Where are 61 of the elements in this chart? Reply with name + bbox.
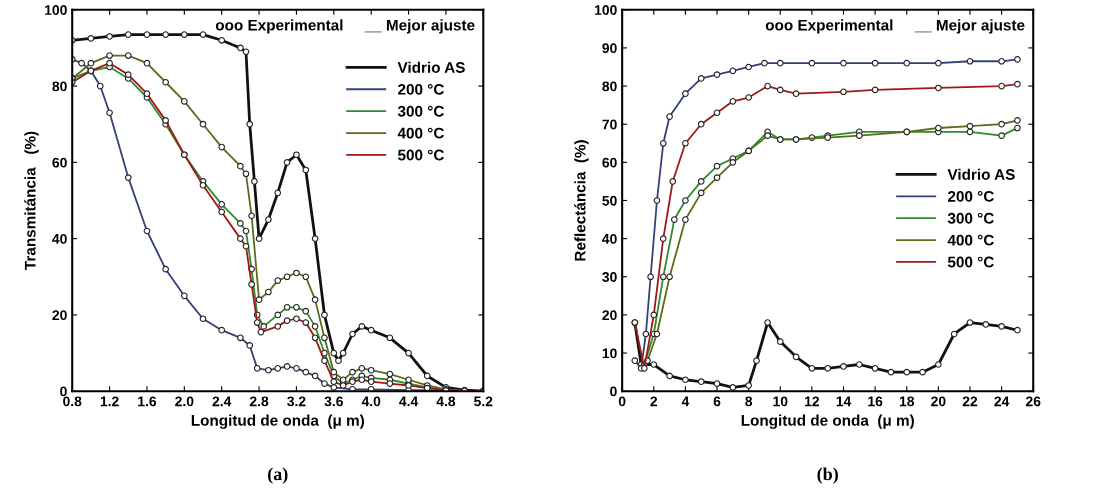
- legend-label: 300 °C: [397, 105, 444, 117]
- x-tick-label: 0: [618, 396, 626, 407]
- text: (a): [268, 467, 288, 484]
- legend-label: 500 °C: [397, 149, 444, 161]
- y-tick-label: 100: [595, 5, 617, 15]
- legend-label: Vidrio AS: [947, 168, 1015, 180]
- y-tick-label: 30: [602, 272, 617, 282]
- x-tick-label: 16: [868, 396, 883, 407]
- y-tick-label: 100: [45, 5, 67, 15]
- y-tick-label: 80: [602, 81, 617, 92]
- x-tick-label: 24: [994, 396, 1010, 407]
- x-tick-label: 0.8: [63, 396, 82, 407]
- x-tick-label: 4.0: [361, 396, 381, 407]
- x-tick-label: 20: [931, 396, 946, 407]
- x-tick-label: 10: [773, 396, 788, 407]
- annotation: ooo Experimental __ Mejor ajuste: [215, 19, 475, 34]
- x-tick-label: 18: [899, 396, 915, 407]
- y-tick-label: 50: [602, 195, 617, 206]
- legend-label: 300 °C: [947, 212, 994, 224]
- y-tick-label: 0: [610, 386, 617, 397]
- x-tick-label: 6: [713, 396, 721, 407]
- legend-label: 500 °C: [947, 256, 994, 268]
- x-axis-title: Longitud de onda (μ m): [191, 414, 364, 429]
- legend-label: 200 °C: [398, 83, 444, 95]
- legend-label: 400 °C: [947, 234, 994, 246]
- x-tick-label: 2.4: [212, 396, 232, 407]
- legend-label: 200 °C: [947, 190, 994, 202]
- y-tick-label: 40: [52, 233, 67, 244]
- x-tick-label: 2.8: [249, 396, 269, 407]
- x-tick-label: 2.0: [175, 396, 194, 407]
- y-tick-label: 40: [602, 233, 617, 244]
- x-tick-label: 4.4: [399, 396, 419, 407]
- y-tick-label: 80: [52, 81, 67, 92]
- x-tick-label: 1.6: [138, 396, 157, 407]
- x-tick-label: 1.2: [100, 396, 119, 407]
- y-tick-label: 60: [602, 157, 617, 168]
- y-tick-label: 90: [602, 43, 617, 54]
- y-axis-title: Transmitáncia (%): [24, 131, 39, 270]
- y-tick-label: 10: [602, 348, 617, 359]
- y-tick-label: 0: [60, 386, 67, 397]
- text: (b): [817, 467, 838, 484]
- y-tick-label: 60: [52, 157, 67, 168]
- y-tick-label: 20: [602, 310, 617, 321]
- annotation: ooo Experimental __ Mejor ajuste: [765, 19, 1025, 34]
- x-tick-label: 4.8: [436, 396, 456, 407]
- x-tick-label: 3.6: [324, 396, 343, 407]
- legend-label: Vidrio AS: [397, 61, 465, 73]
- y-axis-title: Reflectáncia (%): [574, 140, 589, 261]
- x-axis-title: Longitud de onda (μ m): [741, 414, 914, 429]
- x-tick-label: 12: [805, 396, 820, 407]
- x-tick-label: 26: [1025, 396, 1041, 407]
- legend-label: 400 °C: [397, 127, 444, 139]
- y-tick-label: 20: [52, 310, 67, 321]
- y-tick-label: 70: [602, 119, 617, 130]
- x-tick-label: 5.2: [474, 396, 493, 407]
- x-tick-label: 4: [681, 396, 690, 407]
- x-tick-label: 2: [650, 396, 658, 407]
- x-tick-label: 22: [962, 396, 978, 407]
- x-tick-label: 3.2: [287, 396, 306, 407]
- x-tick-label: 14: [836, 396, 852, 407]
- x-tick-label: 8: [745, 396, 753, 407]
